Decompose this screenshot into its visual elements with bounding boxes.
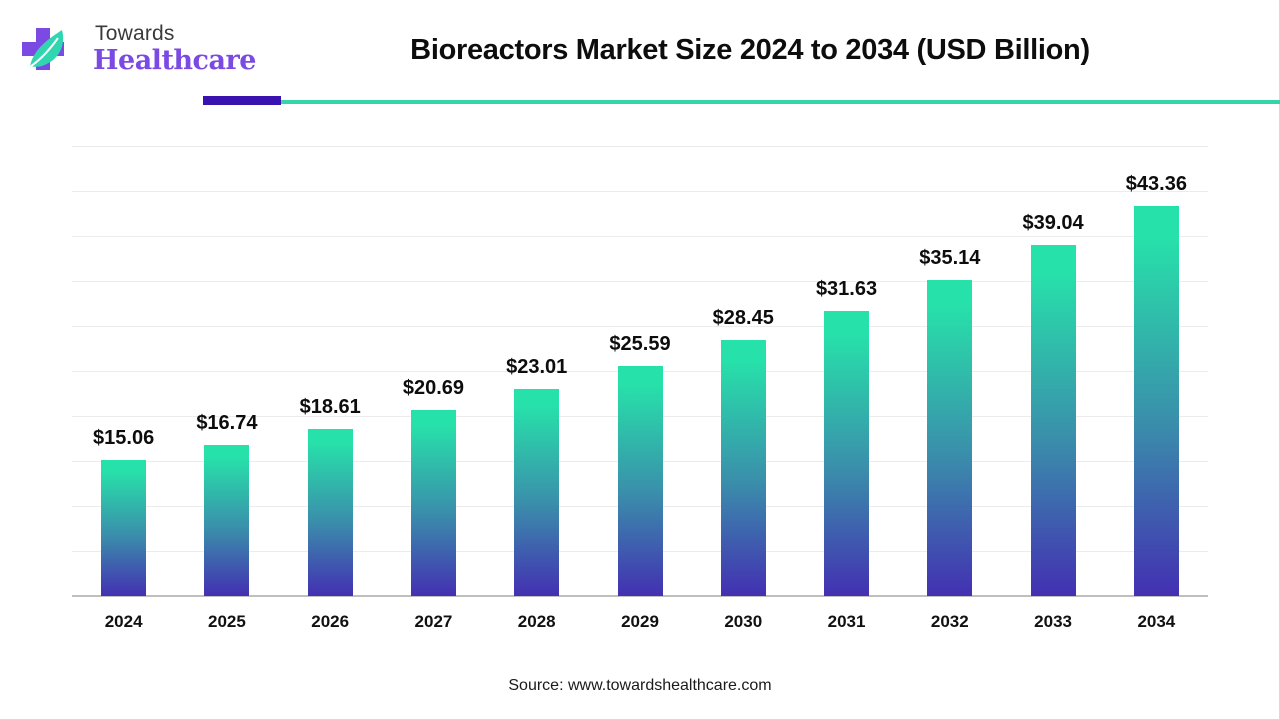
data-label: $39.04 <box>1022 211 1084 234</box>
towards-healthcare-logo: Towards Healthcare <box>20 18 256 88</box>
bar-2025 <box>204 445 250 596</box>
medical-cross-leaf-icon <box>22 28 64 70</box>
bar-2026 <box>307 428 353 596</box>
x-tick-label: 2027 <box>414 612 453 631</box>
x-tick-label: 2031 <box>827 612 866 631</box>
bar-2028 <box>514 388 560 596</box>
gridline <box>72 146 1208 147</box>
x-tick-label: 2024 <box>104 612 143 631</box>
gridline <box>72 281 1208 282</box>
bar-2027 <box>410 409 456 596</box>
gridline <box>72 236 1208 237</box>
data-label: $28.45 <box>712 306 774 329</box>
data-label: $18.61 <box>299 395 361 418</box>
x-tick-label: 2034 <box>1137 612 1176 631</box>
x-tick-label: 2028 <box>517 612 556 631</box>
chart-title: Bioreactors Market Size 2024 to 2034 (US… <box>410 34 1090 66</box>
data-label: $20.69 <box>402 376 465 399</box>
logo-text-towards: Towards <box>95 22 175 45</box>
data-label: $25.59 <box>609 332 671 355</box>
x-tick-label: 2025 <box>207 612 246 631</box>
data-label: $43.36 <box>1125 172 1187 195</box>
source-note: Source: www.towardshealthcare.com <box>508 677 772 694</box>
data-label: $35.14 <box>919 246 981 269</box>
title-accent-bar <box>203 96 281 105</box>
bar-2031 <box>824 311 870 596</box>
bar-2029 <box>617 365 663 596</box>
bar-2033 <box>1030 244 1076 596</box>
x-tick-label: 2026 <box>311 612 350 631</box>
x-tick-label: 2033 <box>1034 612 1072 631</box>
title-underline <box>281 100 1280 104</box>
gridline <box>72 326 1208 327</box>
x-tick-label: 2029 <box>621 612 659 631</box>
bar-2032 <box>927 279 973 596</box>
data-label: $23.01 <box>506 355 568 378</box>
data-label: $15.06 <box>93 427 155 450</box>
bar-2024 <box>101 460 147 596</box>
bar-2030 <box>720 339 766 596</box>
x-tick-label: 2030 <box>724 612 763 631</box>
logo-text-healthcare: Healthcare <box>93 45 256 76</box>
x-tick-label: 2032 <box>930 612 969 631</box>
data-label: $16.74 <box>196 412 258 435</box>
bar-2034 <box>1133 205 1179 596</box>
gridline <box>72 191 1208 192</box>
x-axis-line <box>72 595 1208 597</box>
data-label: $31.63 <box>815 278 878 301</box>
